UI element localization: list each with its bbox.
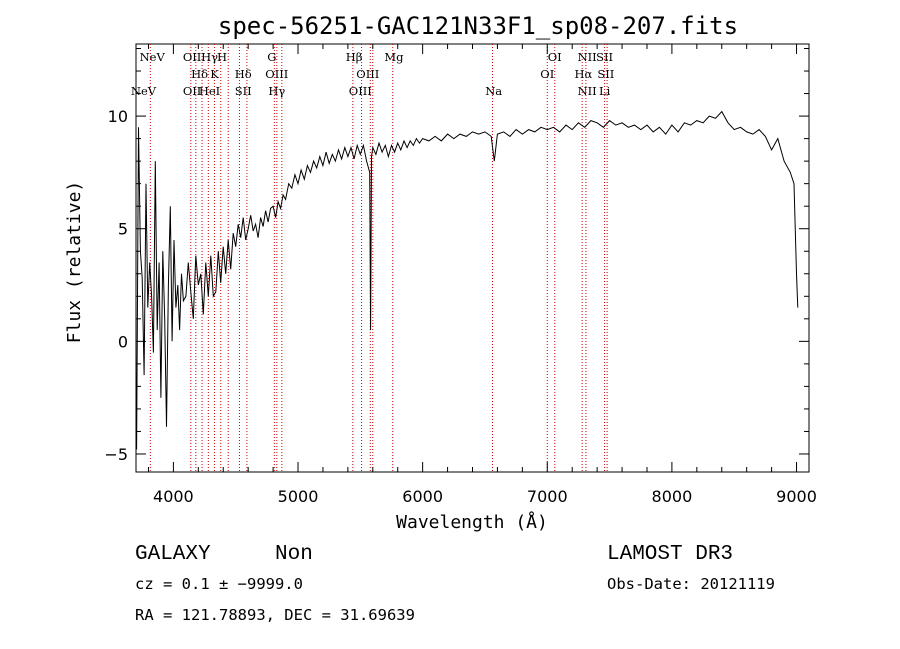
- y-tick-label-2: 5: [118, 220, 128, 239]
- line-label-0-0: NeV: [140, 50, 166, 64]
- coordinates-line: RA = 121.78893, DEC = 31.69639: [135, 606, 415, 624]
- line-label-2-0: NeV: [131, 84, 157, 98]
- line-label-0-2: Hγ: [201, 50, 218, 64]
- line-label-1-4: OIII: [356, 67, 379, 81]
- x-axis-label: Wavelength (Å): [396, 511, 548, 533]
- line-label-1-6: Hα: [575, 67, 593, 81]
- x-tick-label-5: 9000: [776, 487, 817, 506]
- line-label-0-9: SII: [596, 50, 613, 64]
- object-subclass: Non: [275, 543, 313, 566]
- spectrum-line: [136, 110, 799, 450]
- object-class: GALAXY: [135, 543, 211, 566]
- line-label-2-7: NII: [578, 84, 597, 98]
- line-label-2-6: Na: [485, 84, 502, 98]
- axis-ticks: 4000 5000 6000 7000 8000 9000 −5 0 5 10: [104, 44, 817, 506]
- line-label-2-3: SII: [235, 84, 252, 98]
- line-label-0-6: Mg: [384, 50, 404, 64]
- line-label-1-7: SII: [597, 67, 614, 81]
- x-tick-label-1: 5000: [278, 487, 319, 506]
- plot-frame: [135, 43, 810, 473]
- y-tick-label-3: 10: [108, 107, 128, 126]
- y-tick-label-1: 0: [118, 332, 128, 351]
- x-tick-label-2: 6000: [402, 487, 443, 506]
- line-label-2-8: Li: [599, 84, 611, 98]
- x-tick-label-3: 7000: [527, 487, 568, 506]
- line-label-0-3: H: [217, 50, 227, 64]
- line-label-0-7: OI: [548, 50, 562, 64]
- y-axis-label: Flux (relative): [64, 181, 85, 344]
- line-label-2-4: Hγ: [268, 84, 285, 98]
- line-label-2-5: OIII: [349, 84, 372, 98]
- x-tick-label-4: 8000: [652, 487, 693, 506]
- y-tick-label-0: −5: [104, 445, 128, 464]
- line-label-0-1: OII: [183, 50, 202, 64]
- line-label-0-8: NII: [578, 50, 597, 64]
- line-label-1-1: K: [210, 67, 219, 81]
- line-label-1-2: Hδ: [235, 67, 252, 81]
- line-label-1-5: OI: [540, 67, 554, 81]
- line-label-0-5: Hβ: [346, 50, 363, 64]
- line-label-2-2: HeI: [199, 84, 220, 98]
- redshift-line: cz = 0.1 ± −9999.0: [135, 575, 303, 593]
- line-label-2-1: OII: [183, 84, 202, 98]
- line-label-1-0: Hδ: [191, 67, 208, 81]
- survey-name: LAMOST DR3: [607, 543, 733, 566]
- line-label-0-4: G: [267, 50, 276, 64]
- chart-title: spec-56251-GAC121N33F1_sp08-207.fits: [218, 12, 738, 40]
- x-tick-label-0: 4000: [153, 487, 194, 506]
- obs-date-line: Obs-Date: 20121119: [607, 575, 775, 593]
- line-label-1-3: OIII: [265, 67, 288, 81]
